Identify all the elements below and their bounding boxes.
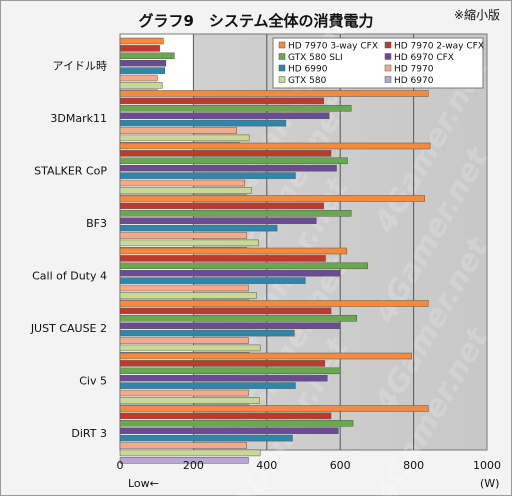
bar — [119, 52, 175, 60]
x-tick-label: 400 — [256, 459, 277, 472]
category-label: DiRT 3 — [71, 427, 107, 440]
bar — [119, 97, 324, 105]
bar — [119, 262, 368, 270]
bar — [119, 217, 317, 224]
bar — [119, 269, 341, 277]
legend-swatch — [384, 41, 392, 49]
bar — [119, 142, 431, 150]
bar — [119, 397, 260, 404]
category-label: Civ 5 — [79, 375, 107, 388]
legend-swatch — [384, 53, 392, 60]
reduced-version-note: ※縮小版 — [453, 8, 500, 22]
bar — [119, 82, 163, 89]
category-labels: アイドル時 3DMark11 STALKER CoP BF3 Call of Duty … — [30, 60, 108, 441]
category-label: 3DMark11 — [50, 112, 107, 125]
category-label: Call of Duty 4 — [32, 270, 107, 283]
bar — [119, 202, 324, 210]
legend-swatch — [278, 53, 286, 60]
x-tick-label: 0 — [117, 459, 124, 472]
bar — [119, 90, 429, 97]
bar — [119, 134, 250, 142]
bar — [119, 119, 287, 127]
bar — [119, 322, 341, 329]
bar — [119, 442, 247, 449]
low-label: Low← — [128, 477, 159, 490]
legend-swatch — [384, 64, 392, 72]
bar — [119, 329, 295, 337]
legend-entry: GTX 580 SLI — [288, 53, 343, 63]
bar — [119, 405, 429, 412]
legend-box — [272, 37, 484, 89]
legend-entry: HD 6970 CFX — [394, 53, 454, 63]
category-label: STALKER CoP — [34, 165, 107, 178]
bar — [119, 412, 332, 420]
bar — [119, 300, 429, 307]
bar — [119, 179, 246, 187]
bar — [119, 210, 352, 217]
x-tick-label: 1000 — [473, 459, 501, 472]
bar — [119, 352, 413, 360]
unit-label: (W) — [480, 477, 499, 490]
x-tick-label: 800 — [403, 459, 424, 472]
bar — [119, 112, 330, 119]
bar — [119, 427, 339, 434]
bar — [119, 457, 249, 464]
bar — [119, 374, 328, 382]
bar — [119, 67, 166, 74]
bar — [119, 449, 261, 457]
category-label: JUST CAUSE 2 — [30, 322, 107, 335]
bar — [119, 315, 357, 322]
bar — [119, 255, 326, 262]
legend-entry: HD 7970 3-way CFX — [288, 42, 378, 52]
legend-entry: HD 7970 2-way CFX — [394, 42, 484, 52]
legend-entry: HD 6970 — [394, 76, 434, 86]
bar — [119, 45, 160, 52]
legend-swatch — [278, 76, 286, 83]
bar — [119, 389, 249, 397]
bar — [119, 420, 354, 427]
bar — [119, 382, 296, 389]
bar — [119, 157, 348, 165]
bar — [119, 195, 425, 202]
bar — [119, 367, 341, 375]
bar — [119, 277, 306, 284]
legend-swatch — [384, 76, 392, 83]
legend-entry: HD 6990 — [288, 65, 328, 75]
bar — [119, 105, 352, 112]
bar — [119, 307, 332, 315]
bar — [119, 127, 237, 134]
bars — [119, 37, 431, 464]
bar — [119, 187, 252, 194]
bar — [119, 59, 167, 67]
bar — [119, 37, 164, 45]
x-tick-labels: 0 200 400 600 800 1000 — [117, 459, 502, 472]
legend-swatch — [278, 64, 286, 72]
bar — [119, 344, 261, 352]
legend: HD 7970 3-way CFX HD 7970 2-way CFX GTX 58… — [272, 37, 484, 89]
bar — [119, 74, 158, 82]
category-label: アイドル時 — [53, 60, 107, 73]
legend-entry: GTX 580 — [288, 76, 327, 86]
bar — [119, 232, 247, 239]
bar — [119, 292, 257, 299]
category-label: BF3 — [86, 217, 107, 230]
bar — [119, 172, 296, 179]
bar — [119, 164, 337, 172]
bar — [119, 284, 249, 292]
bar — [119, 247, 348, 255]
bar — [119, 239, 259, 247]
bar — [119, 337, 249, 344]
x-tick-label: 200 — [183, 459, 204, 472]
bar — [119, 360, 326, 367]
x-tick-label: 600 — [330, 459, 351, 472]
bar — [119, 150, 332, 157]
bar — [119, 224, 278, 232]
legend-entry: HD 7970 — [394, 65, 434, 75]
chart-title: グラフ9 システム全体の消費電力 — [138, 12, 374, 30]
legend-swatch — [278, 41, 286, 49]
bar — [119, 434, 293, 442]
